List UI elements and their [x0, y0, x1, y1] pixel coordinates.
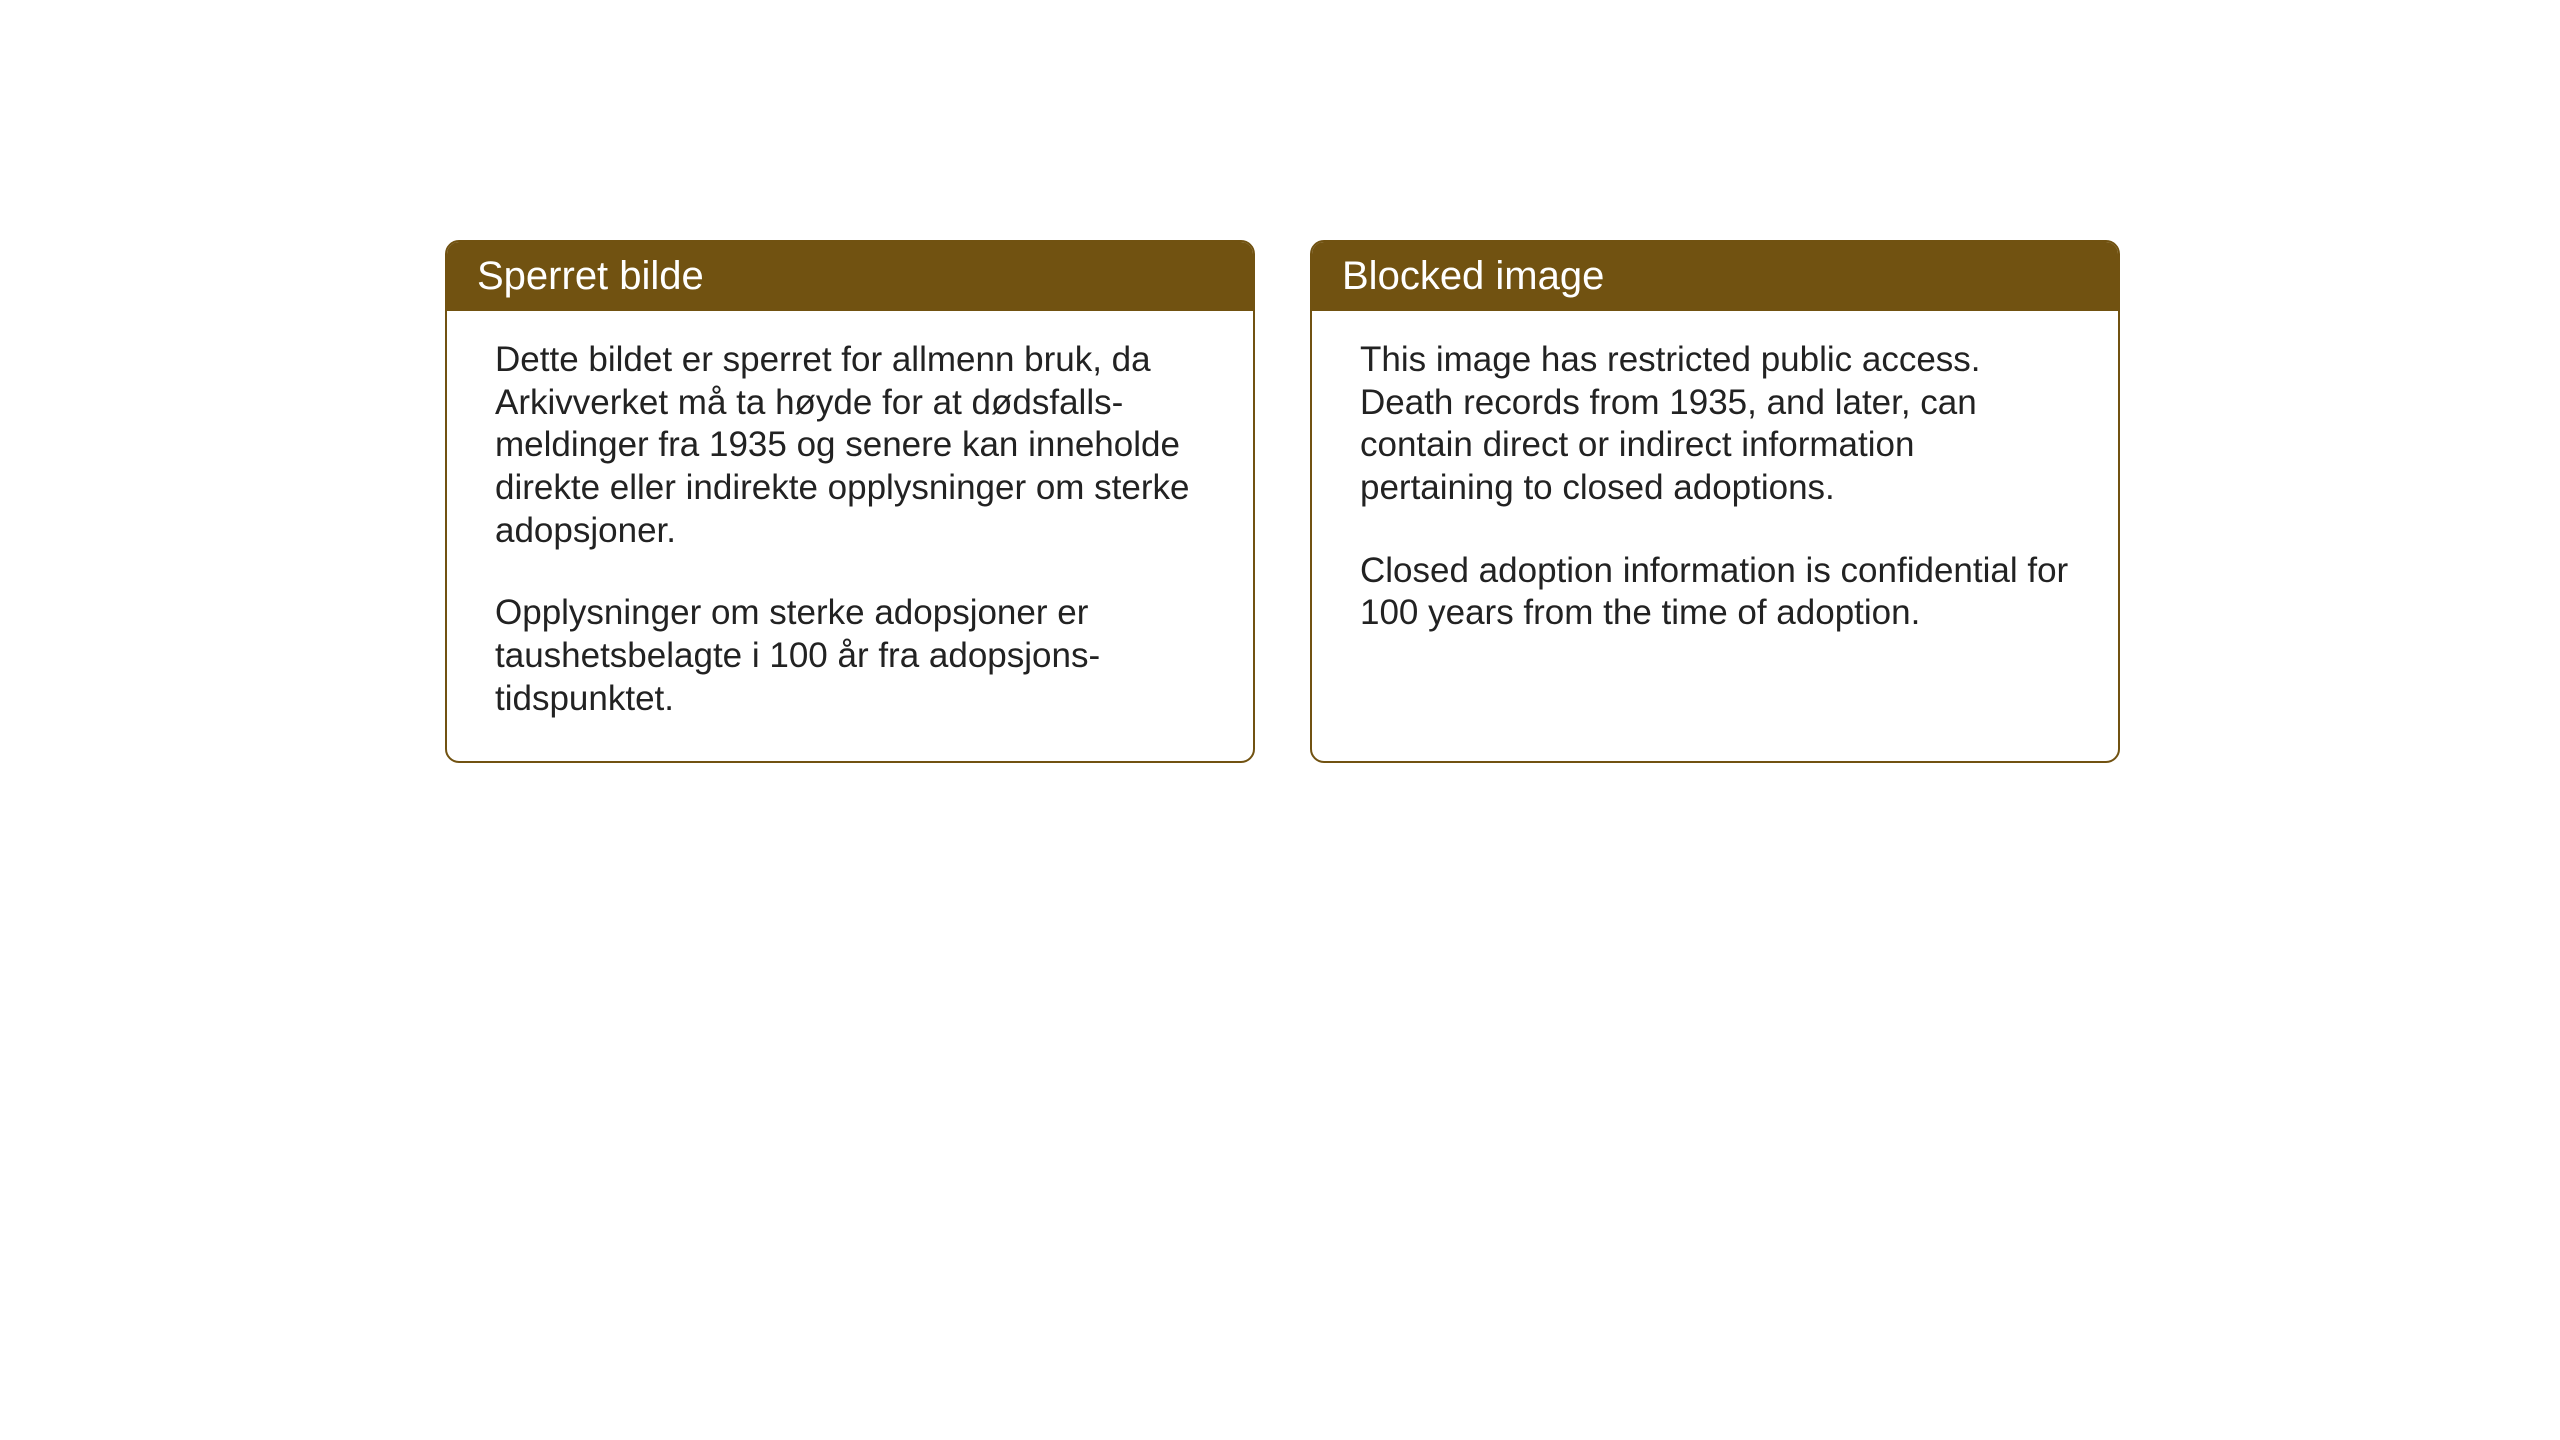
card-paragraph-2-english: Closed adoption information is confident… [1360, 550, 2070, 635]
card-title-norwegian: Sperret bilde [477, 254, 704, 298]
card-paragraph-1-norwegian: Dette bildet er sperret for allmenn bruk… [495, 339, 1205, 552]
card-paragraph-2-norwegian: Opplysninger om sterke adopsjoner er tau… [495, 592, 1205, 720]
card-title-english: Blocked image [1342, 254, 1604, 298]
card-header-norwegian: Sperret bilde [447, 242, 1253, 311]
card-body-english: This image has restricted public access.… [1312, 311, 2118, 751]
card-header-english: Blocked image [1312, 242, 2118, 311]
card-paragraph-1-english: This image has restricted public access.… [1360, 339, 2070, 510]
card-body-norwegian: Dette bildet er sperret for allmenn bruk… [447, 311, 1253, 761]
notice-card-english: Blocked image This image has restricted … [1310, 240, 2120, 763]
notice-container: Sperret bilde Dette bildet er sperret fo… [445, 240, 2120, 763]
notice-card-norwegian: Sperret bilde Dette bildet er sperret fo… [445, 240, 1255, 763]
